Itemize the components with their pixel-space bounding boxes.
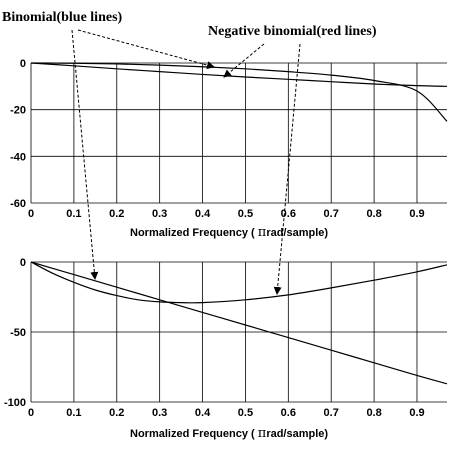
top-x-tick-label: 0.1: [66, 208, 81, 220]
bottom-xlabel-pi: π: [258, 426, 267, 441]
top-x-tick-label: 0.8: [366, 208, 381, 220]
bottom-plot-xlabel: Normalized Frequency ( πrad/sample): [130, 426, 328, 441]
top-plot-curves: [30, 62, 448, 122]
top-x-tick-label: 0.6: [281, 208, 296, 220]
top-plot-y-ticks: 0 -20 -40 -60: [10, 58, 26, 210]
top-xlabel-after: rad/sample): [266, 227, 328, 239]
top-plot-xlabel: Normalized Frequency ( πrad/sample): [130, 225, 328, 240]
top-plot-grid: [30, 62, 447, 204]
bottom-xlabel-after: rad/sample): [266, 428, 328, 440]
bottom-y-tick-label: -50: [10, 327, 26, 339]
bottom-x-tick-label: 0.9: [409, 407, 424, 419]
top-x-tick-label: 0.4: [195, 208, 211, 220]
top-series-0-line: [30, 62, 448, 122]
top-plot: 0-20-40-60 0 0.1 0.2 0.3 0.4 0.5 0.6 0.7 0.8 0.9 …: [10, 58, 448, 240]
bottom-plot-grid: [30, 261, 447, 403]
top-y-tick-label: 0: [20, 58, 26, 70]
top-x-tick-label: 0.3: [152, 208, 167, 220]
bottom-plot-curves: [30, 261, 448, 385]
top-x-tick-label: 0: [28, 208, 34, 220]
bottom-x-tick-label: 0: [28, 407, 34, 419]
annotation-arrows: [71, 29, 301, 295]
top-series-1-line: [30, 62, 448, 87]
top-x-tick-label: 0.2: [109, 208, 124, 220]
top-xlabel-pi: π: [258, 225, 267, 240]
top-y-tick-label: -40: [10, 151, 26, 163]
top-y-tick-label: -20: [10, 105, 26, 117]
bottom-x-tick-label: 0.2: [109, 407, 124, 419]
bottom-x-tick-label: 0.8: [366, 407, 381, 419]
bottom-y-tick-label: -100: [4, 397, 26, 409]
top-x-tick-label: 0.9: [409, 208, 424, 220]
bottom-x-tick-label: 0.5: [238, 407, 253, 419]
bottom-y-tick-label: 0: [20, 257, 26, 269]
bottom-plot: 0 -50 -100 0 0.1 0.2 0.3 0.4 0.5 0.6 0.7 0.8 0.9 No…: [4, 257, 448, 441]
bottom-x-tick-label: 0.1: [66, 407, 81, 419]
top-x-tick-label: 0.7: [324, 208, 339, 220]
bottom-series-1-line: [30, 261, 448, 385]
top-xlabel-before: Normalized Frequency (: [130, 227, 258, 239]
top-x-tick-label: 0.5: [238, 208, 253, 220]
top-y-tick-label: -60: [10, 198, 26, 210]
bottom-plot-y-ticks: 0 -50 -100: [4, 257, 26, 409]
bottom-plot-x-ticks: 0 0.1 0.2 0.3 0.4 0.5 0.6 0.7 0.8 0.9: [28, 407, 425, 419]
bottom-x-tick-label: 0.4: [195, 407, 211, 419]
bottom-x-tick-label: 0.7: [324, 407, 339, 419]
arrow-negbinomial-top: [223, 43, 265, 78]
arrow-binomial-top: [77, 29, 215, 70]
bottom-series-0-line: [30, 261, 448, 304]
arrow-negbinomial-bottom: [273, 43, 301, 295]
bottom-xlabel-before: Normalized Frequency (: [130, 428, 258, 440]
bottom-x-tick-label: 0.3: [152, 407, 167, 419]
top-plot-x-ticks: 0 0.1 0.2 0.3 0.4 0.5 0.6 0.7 0.8 0.9: [28, 208, 425, 220]
negative-binomial-annotation: Negative binomial(red lines): [208, 24, 377, 39]
arrow-binomial-bottom: [71, 29, 99, 280]
binomial-annotation: Binomial(blue lines): [2, 10, 123, 25]
bottom-x-tick-label: 0.6: [281, 407, 296, 419]
